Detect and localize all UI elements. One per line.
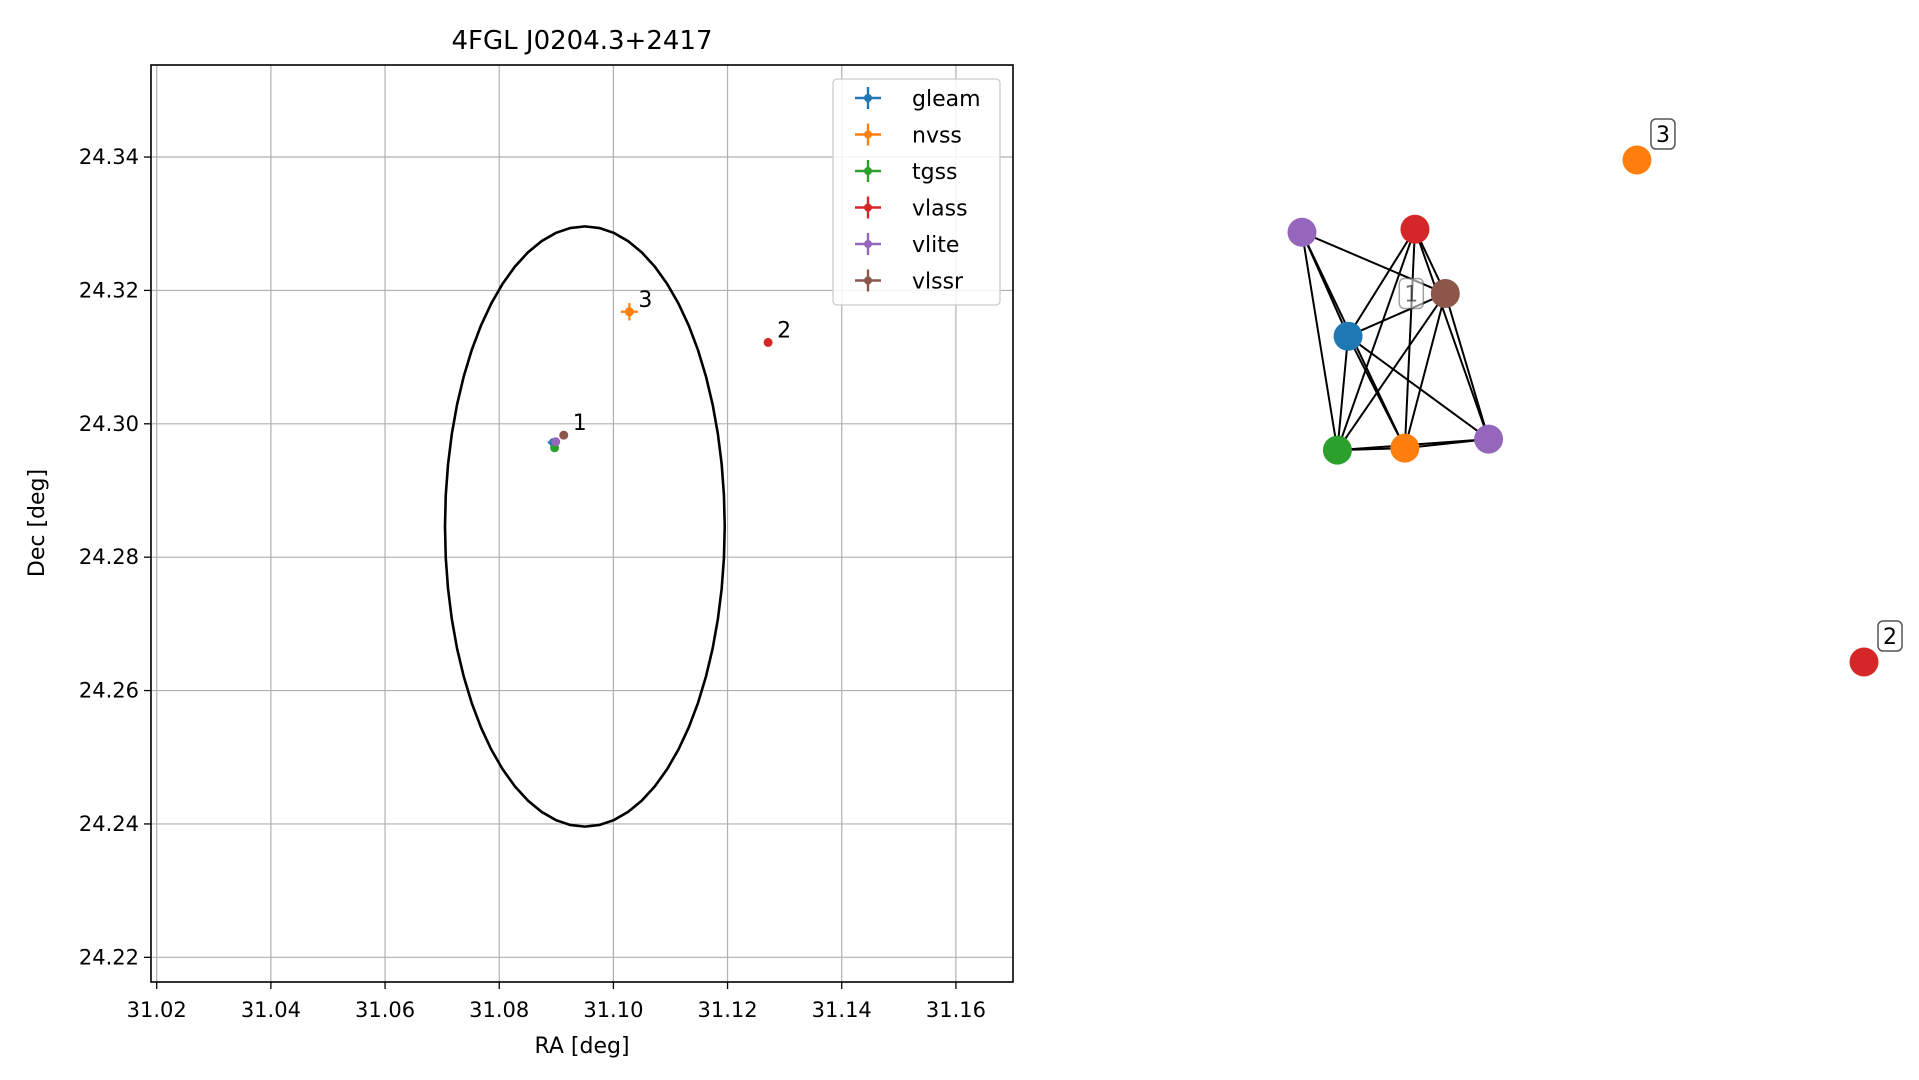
legend-marker (864, 167, 872, 175)
legend-entry-vlite: vlite (855, 233, 959, 258)
legend-entry-vlssr: vlssr (855, 269, 964, 295)
legend-entry-vlass: vlass (855, 196, 968, 222)
legend-label: nvss (912, 124, 962, 149)
y-tick-label: 24.30 (79, 412, 139, 436)
node-layer (1287, 145, 1879, 677)
x-tick-label: 31.14 (812, 998, 872, 1022)
graph-label-text: 2 (1883, 625, 1897, 650)
graph-label: 3 (1650, 118, 1676, 150)
legend-label: vlass (912, 197, 968, 222)
network-panel: 1 2 3 (1287, 118, 1903, 677)
graph-node-nvss-a (1390, 433, 1420, 463)
graph-edge (1347, 292, 1446, 338)
x-tick-label: 31.04 (241, 998, 301, 1022)
x-tick-label: 31.10 (583, 998, 643, 1022)
graph-label: 1 (1398, 277, 1425, 310)
x-axis-label: RA [deg] (534, 1034, 629, 1059)
chart-title: 4FGL J0204.3+2417 (452, 26, 713, 56)
legend: gleam nvss tgss vlass vlite vlssr (832, 78, 1001, 306)
point-nvss (620, 303, 638, 321)
point-vlass (763, 337, 773, 347)
legend-entry-gleam: gleam (855, 87, 981, 112)
graph-edge (1414, 228, 1490, 440)
legend-label: vlite (912, 233, 959, 258)
graph-label-text: 1 (1404, 283, 1418, 308)
legend-label: gleam (912, 87, 981, 112)
circle-layer (443, 225, 727, 828)
legend-marker (864, 240, 872, 248)
legend-marker (864, 203, 872, 212)
y-tick-label: 24.28 (79, 545, 139, 569)
legend-marker (864, 94, 872, 102)
graph-node-vlite-a (1287, 217, 1317, 247)
y-axis-label: Dec [deg] (25, 469, 50, 577)
graph-label-box (1398, 277, 1425, 310)
point-label: 2 (777, 318, 791, 343)
x-tick-label: 31.06 (355, 998, 415, 1022)
x-tick-label: 31.02 (127, 998, 187, 1022)
y-tick-label: 24.34 (79, 145, 139, 169)
graph-label-text: 3 (1656, 123, 1670, 148)
legend-marker (864, 130, 872, 139)
graph-label: 2 (1877, 620, 1903, 652)
point-vlssr (559, 430, 569, 440)
x-tick-label: 31.16 (926, 998, 986, 1022)
graph-edge (1347, 228, 1416, 337)
y-tick-label: 24.22 (79, 945, 139, 969)
graph-edge (1301, 232, 1339, 451)
y-tick-label: 24.26 (79, 679, 139, 703)
marker (624, 307, 634, 317)
graph-edge (1336, 228, 1416, 451)
x-tick-label: 31.12 (698, 998, 758, 1022)
graph-label-layer: 1 2 3 (1398, 118, 1903, 652)
graph-node-tgss (1322, 435, 1352, 465)
graph-edge (1336, 336, 1350, 451)
graph-node-vlass-b (1849, 647, 1879, 677)
localization-circle (443, 225, 727, 828)
graph-edge (1444, 293, 1490, 440)
graph-edge (1403, 229, 1416, 449)
points-layer (547, 303, 773, 453)
y-tick-label: 24.24 (79, 812, 139, 836)
legend-label: vlssr (912, 270, 964, 295)
graph-node-vlssr (1430, 279, 1460, 309)
tick-layer: 31.02 31.04 31.06 31.08 31.10 31.12 31.14 31.16… (79, 145, 986, 1022)
graph-node-gleam (1333, 321, 1363, 351)
point-label-layer: 1 2 3 (573, 288, 791, 436)
graph-node-nvss-b (1622, 145, 1652, 175)
graph-label-box (1650, 118, 1676, 150)
graph-edge (1403, 293, 1447, 449)
graph-label-box (1877, 620, 1903, 652)
x-tick-label: 31.08 (469, 998, 529, 1022)
graph-edge (1347, 335, 1490, 440)
graph-node-vlass-a (1400, 214, 1430, 244)
graph-edge (1336, 292, 1447, 451)
plot-frame (150, 64, 1014, 983)
marker (559, 430, 569, 440)
legend-marker (864, 276, 872, 285)
scatter-panel: 31.02 31.04 31.06 31.08 31.10 31.12 31.14 31.16… (25, 26, 1014, 1059)
legend-entry-tgss: tgss (855, 160, 958, 185)
legend-entry-nvss: nvss (855, 123, 962, 149)
point-label: 1 (573, 411, 587, 436)
marker (551, 437, 561, 447)
point-vlite (551, 437, 561, 447)
graph-node-vlite-b (1474, 424, 1504, 454)
legend-label: tgss (912, 160, 958, 185)
point-label: 3 (638, 288, 652, 313)
marker (763, 337, 773, 347)
y-tick-label: 24.32 (79, 278, 139, 302)
